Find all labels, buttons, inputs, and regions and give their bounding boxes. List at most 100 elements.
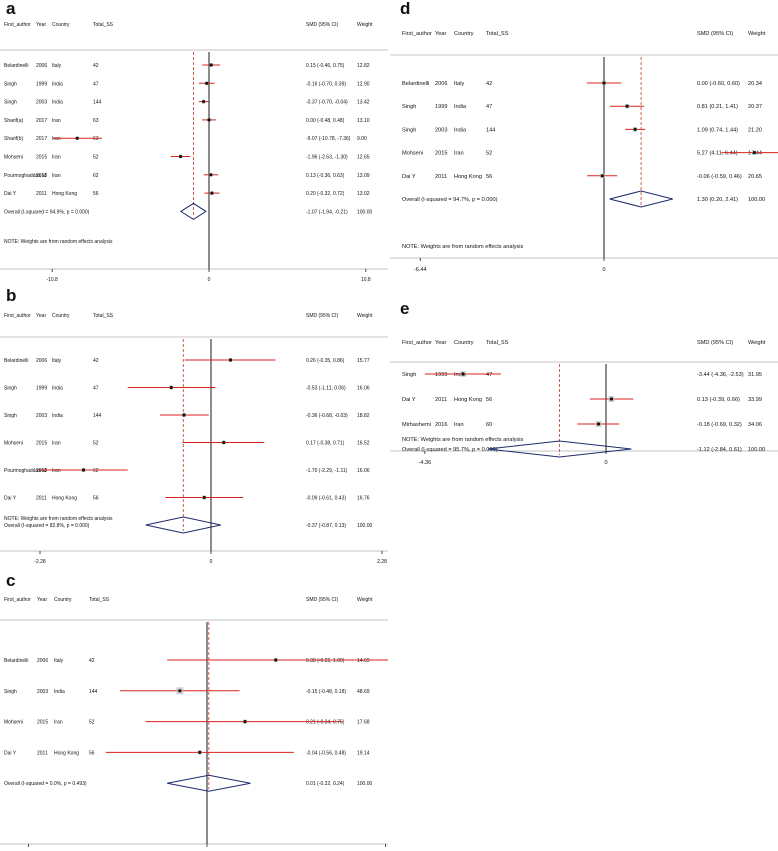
study-smd-ci: 0.81 (0.21, 1.41) [697,104,738,110]
overall-diamond [487,440,632,458]
overall-diamond [179,202,207,220]
study-year: 2011 [435,174,447,180]
header-weight: Weight [357,22,373,28]
study-author: Dai Y [4,750,17,756]
panel-e: e First_author Year Country Total_SS SMD (95%… [390,299,778,466]
study-year: 2011 [37,750,48,756]
study-country: Iran [454,151,464,157]
panel-letter: e [400,299,409,318]
study-weight: 14.69 [357,658,370,664]
study-point-estimate [198,750,202,754]
study-year: 2013 [36,468,47,474]
overall-label: Overall (I-squared = 82.8%, p = 0.000) [4,523,90,529]
study-author: Singh [4,386,17,392]
overall-diamond [609,190,673,208]
study-point-estimate [178,689,182,693]
study-year: 1999 [36,386,47,392]
study-total-ss: 42 [93,63,99,69]
study-author: Sharif(a) [4,118,24,124]
study-weight: 21.20 [748,127,762,133]
header-weight: Weight [748,31,766,37]
header-smd-ci: SMD (95% CI) [306,313,339,319]
header-smd-ci: SMD (95% CI) [697,340,733,346]
study-author: Mohseni [402,151,423,157]
study-smd-ci: -0.06 (-0.59, 0.46) [697,174,742,180]
study-author: Belardinelli [4,63,28,69]
study-weight: 34.06 [748,422,762,428]
study-smd-ci: 0.20 (-0.32, 0.72) [306,191,345,197]
header-first-author: First_author [4,22,31,28]
study-country: Iran [52,118,61,124]
overall-smd-ci: 1.30 (0.20, 2.41) [697,197,738,203]
study-weight: 13.10 [357,118,370,124]
weights-note: NOTE: Weights are from random effects an… [402,244,524,250]
header-country: Country [52,313,70,319]
header-total-ss: Total_SS [93,313,114,319]
study-weight: 19.14 [357,750,370,756]
study-author: Singh [402,127,416,133]
header-country: Country [52,22,70,28]
study-smd-ci: 0.13 (-0.39, 0.66) [697,397,740,403]
study-total-ss: 56 [93,191,99,197]
study-year: 2006 [37,658,48,664]
study-year: 2006 [36,63,47,69]
study-weight: 16.76 [357,496,370,502]
study-year: 2003 [36,413,47,419]
study-year: 1999 [36,81,47,87]
study-point-estimate [602,81,606,85]
study-weight: 13.42 [357,100,370,106]
study-country: Iran [52,468,61,474]
study-weight: 16.52 [357,441,370,447]
study-point-estimate [207,118,211,122]
study-country: Iran [52,173,61,179]
overall-diamond [145,516,221,534]
header-first-author: First_author [402,340,432,346]
overall-diamond [167,774,251,792]
study-year: 1999 [435,104,447,110]
study-smd-ci: 0.00 (-0.48, 0.48) [306,118,345,124]
study-author: Singh [4,81,17,87]
study-year: 2016 [435,422,447,428]
axis-tick-label: 0 [208,277,211,283]
study-year: 2003 [36,100,47,106]
study-point-estimate [205,81,209,85]
overall-weight: 100.00 [357,523,373,529]
study-country: Italy [52,358,62,364]
study-weight: 16.06 [357,386,370,392]
study-smd-ci: 0.15 (-0.46, 0.75) [306,63,345,69]
study-country: India [454,127,467,133]
header-smd-ci: SMD (95% CI) [306,22,339,28]
study-total-ss: 56 [486,174,492,180]
study-point-estimate [202,100,206,104]
study-point-estimate [81,468,86,472]
study-author: Singh [4,100,17,106]
study-country: India [52,413,63,419]
header-year: Year [435,31,446,37]
study-country: Iran [454,422,464,428]
overall-label: Overall (I-squared = 0.0%, p = 0.493) [4,781,87,787]
study-total-ss: 42 [486,81,492,87]
study-point-estimate [625,104,629,108]
study-year: 2017 [36,118,47,124]
study-point-estimate [600,174,604,178]
header-country: Country [454,340,474,346]
study-country: Iran [54,720,63,726]
study-point-estimate [243,720,247,724]
study-smd-ci: 0.38 (-0.22, 1.00) [306,658,345,664]
study-total-ss: 42 [93,358,99,364]
study-smd-ci: -0.18 (-0.69, 0.32) [697,422,742,428]
study-total-ss: 47 [486,372,492,378]
header-first-author: First_author [402,31,432,37]
study-author: Singh [4,689,17,695]
study-total-ss: 52 [93,155,99,161]
header-year: Year [435,340,446,346]
study-point-estimate [202,495,206,500]
study-point-estimate [75,136,79,140]
study-point-estimate [609,397,613,401]
header-smd-ci: SMD (95% CI) [306,597,339,603]
study-country: Hong Kong [54,750,79,756]
study-year: 2011 [435,397,447,403]
study-year: 2017 [36,136,47,142]
axis-tick-label: 10.8 [361,277,371,283]
study-country: Italy [454,81,464,87]
